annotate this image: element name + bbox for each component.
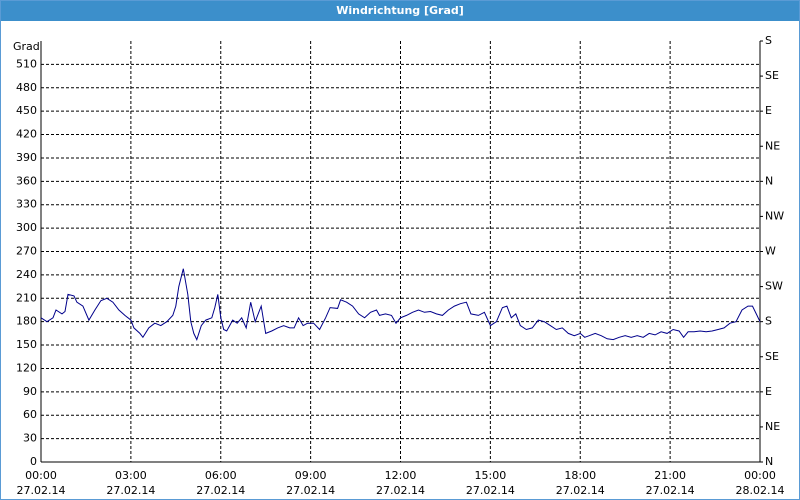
x-tick-label: 27.02.14 (376, 484, 425, 497)
y2-tick-label: S (765, 34, 772, 47)
y-tick-label: 60 (23, 408, 37, 421)
y-tick-label: 330 (16, 198, 37, 211)
y2-tick-label: W (765, 245, 776, 258)
x-tick-label: 27.02.14 (556, 484, 605, 497)
y2-tick-label: SE (765, 69, 779, 82)
x-tick-label: 27.02.14 (106, 484, 155, 497)
x-tick-label: 18:00 (564, 469, 596, 482)
y2-tick-label: NE (765, 420, 780, 433)
y-tick-label: 30 (23, 432, 37, 445)
y2-tick-label: SW (765, 280, 783, 293)
x-tick-label: 27.02.14 (646, 484, 695, 497)
y-tick-label: 300 (16, 221, 37, 234)
y-tick-label: 210 (16, 291, 37, 304)
x-tick-label: 12:00 (385, 469, 417, 482)
y-tick-label: 90 (23, 385, 37, 398)
y-tick-label: 450 (16, 104, 37, 117)
y-tick-label: 150 (16, 338, 37, 351)
y2-tick-label: N (765, 455, 773, 468)
y-tick-label: 120 (16, 361, 37, 374)
y-tick-label: 420 (16, 128, 37, 141)
y-tick-label: 180 (16, 315, 37, 328)
y-tick-label: 480 (16, 81, 37, 94)
x-tick-label: 27.02.14 (466, 484, 515, 497)
y2-tick-label: E (765, 385, 772, 398)
x-tick-label: 28.02.14 (736, 484, 785, 497)
y-tick-label: 240 (16, 268, 37, 281)
title-bar: Windrichtung [Grad] (1, 1, 799, 21)
y-tick-label: 360 (16, 174, 37, 187)
x-tick-label: 27.02.14 (286, 484, 335, 497)
y2-tick-label: NE (765, 139, 780, 152)
y-tick-label: 270 (16, 245, 37, 258)
x-tick-label: 09:00 (295, 469, 327, 482)
y2-tick-label: NW (765, 209, 784, 222)
y2-tick-label: E (765, 104, 772, 117)
data-line (40, 268, 761, 341)
x-tick-label: 00:00 (744, 469, 776, 482)
x-tick-label: 06:00 (205, 469, 237, 482)
x-tick-label: 00:00 (25, 469, 57, 482)
x-tick-label: 21:00 (654, 469, 686, 482)
y2-tick-label: N (765, 174, 773, 187)
y-axis-label: Grad (13, 40, 40, 53)
x-tick-label: 27.02.14 (196, 484, 245, 497)
y2-tick-label: S (765, 315, 772, 328)
chart: Grad 0 30 60 90 120 150 180 210 240 270 300 330 360 3… (13, 34, 785, 497)
y-tick-label: 510 (16, 57, 37, 70)
x-tick-label: 15:00 (475, 469, 507, 482)
y-tick-label: 390 (16, 151, 37, 164)
x-tick-label: 03:00 (115, 469, 147, 482)
y2-tick-label: SE (765, 350, 779, 363)
x-tick-label: 27.02.14 (17, 484, 66, 497)
y-tick-label: 0 (30, 455, 37, 468)
